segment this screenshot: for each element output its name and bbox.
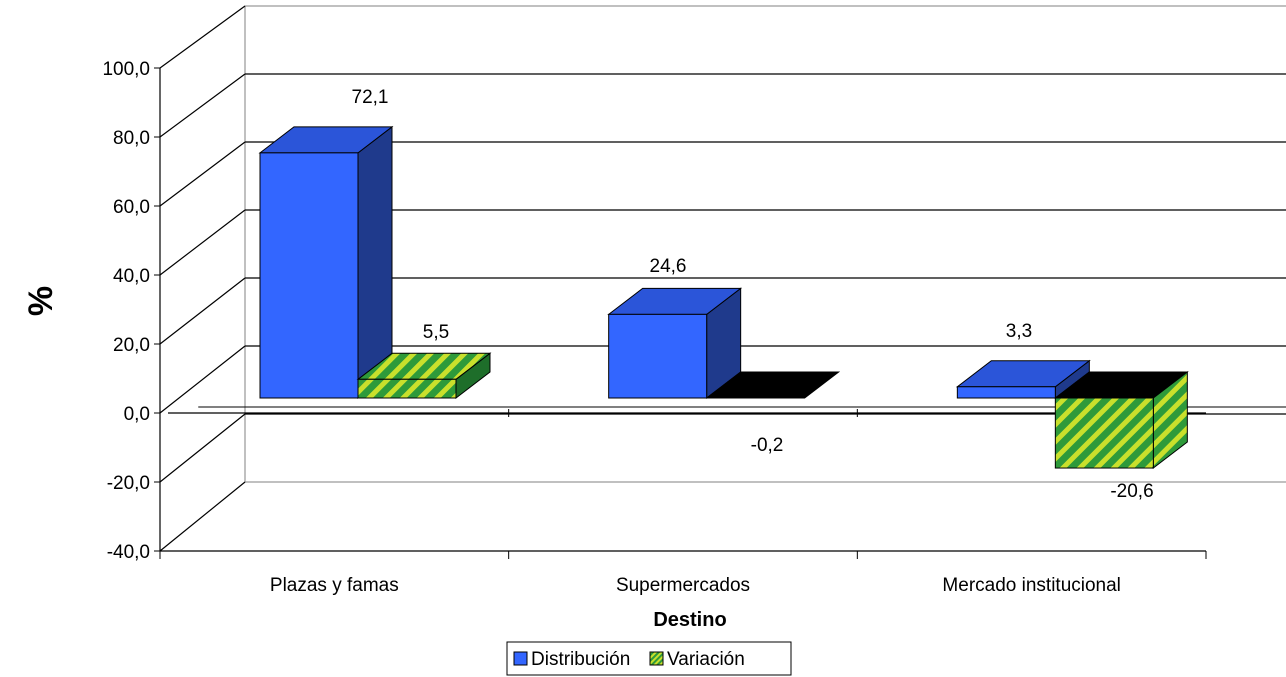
bar-1-1	[705, 371, 841, 399]
bar-top	[705, 371, 841, 399]
y-tick-label: -20,0	[107, 473, 150, 494]
y-tick-label: 100,0	[102, 59, 150, 80]
y-tick-label: 0,0	[124, 404, 150, 425]
data-label: 24,6	[650, 256, 687, 277]
y-tick-label: 80,0	[113, 128, 150, 149]
bar-front	[1054, 397, 1154, 469]
y-tick-label: 20,0	[113, 335, 150, 356]
y-tick-label: 60,0	[113, 197, 150, 218]
legend-box	[506, 641, 792, 676]
y-tick-label: 40,0	[113, 266, 150, 287]
bar-0-2	[955, 359, 1091, 400]
back-wall	[244, 5, 1286, 483]
data-label: -20,6	[1110, 481, 1153, 502]
labels: -40,0 -20,0 0,0 20,0 40,0 60,0 80,0 100,0 Plazas…	[22, 59, 1154, 631]
gridline-side	[159, 345, 246, 414]
x-axis-title: Destino	[653, 609, 726, 631]
x-tick-label: Mercado institucional	[942, 575, 1120, 596]
data-label: -0,2	[751, 435, 784, 456]
gridline-side	[159, 413, 246, 483]
gridline-side	[159, 5, 246, 69]
bar-0-0	[258, 125, 394, 400]
legend-label: Variación	[667, 649, 745, 670]
gridline-side	[159, 277, 246, 345]
x-tick-label: Supermercados	[616, 575, 750, 596]
legend-swatch	[513, 651, 528, 666]
legend: Distribución Variación	[506, 641, 792, 676]
data-label: 5,5	[423, 322, 449, 343]
gridline-side	[159, 73, 246, 138]
bar-1-0	[356, 352, 492, 400]
x-tick-label: Plazas y famas	[270, 575, 399, 596]
bar-0-1	[607, 287, 743, 400]
bar-front	[259, 152, 359, 399]
bar-front	[357, 378, 457, 399]
y-tick-label: -40,0	[107, 542, 150, 563]
gridline-side	[159, 481, 246, 552]
data-label: 72,1	[352, 87, 389, 108]
bar-1-2	[1053, 370, 1189, 470]
gridline-side	[159, 141, 246, 207]
axes	[154, 67, 1207, 559]
legend-swatch	[649, 651, 664, 666]
y-axis-title: %	[22, 286, 60, 316]
bars	[258, 125, 1189, 470]
gridlines	[159, 5, 1286, 552]
bar-front	[956, 386, 1056, 399]
gridline-side	[159, 209, 246, 276]
bar-front	[608, 313, 708, 399]
legend-label: Distribución	[531, 649, 630, 670]
data-label: 3,3	[1006, 321, 1032, 342]
